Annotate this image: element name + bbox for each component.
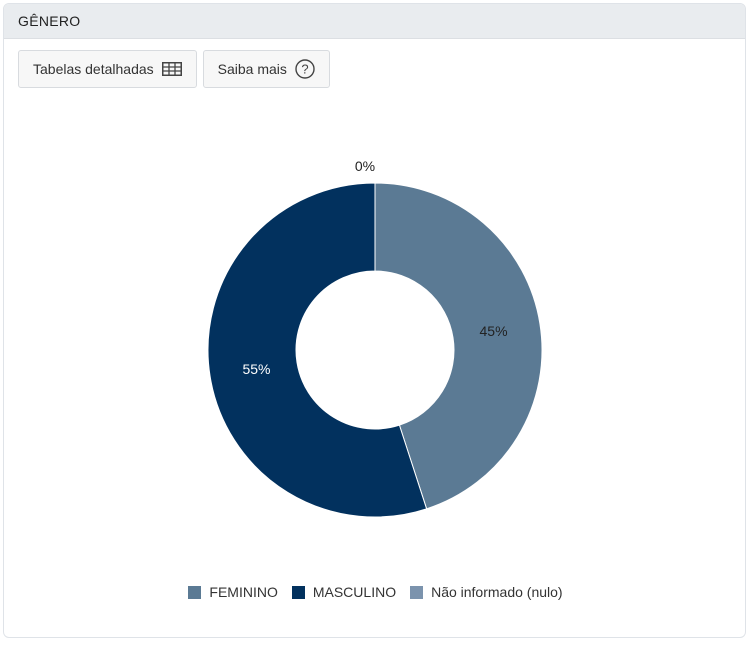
learn-more-label: Saiba mais [217, 61, 287, 77]
legend-swatch [410, 585, 424, 599]
learn-more-button[interactable]: Saiba mais ? [202, 50, 330, 88]
svg-text:?: ? [301, 62, 308, 77]
legend-label: MASCULINO [312, 584, 397, 600]
data-label-n-o-informado-nulo: 0% [355, 158, 375, 174]
card-title: GÊNERO [18, 13, 81, 29]
card-header: GÊNERO [4, 4, 745, 39]
legend-item-feminino[interactable]: FEMININO [188, 584, 278, 600]
toolbar: Tabelas detalhadas Saiba mais ? [18, 50, 330, 88]
gender-donut-chart: 45% 55% 0% [207, 158, 543, 518]
data-label-masculino: 55% [242, 361, 270, 377]
slice-masculino[interactable] [207, 182, 428, 518]
help-circle-icon: ? [295, 59, 315, 79]
detailed-tables-label: Tabelas detalhadas [33, 61, 154, 77]
chart-legend: FEMININO MASCULINO Não informado (nulo) [4, 584, 745, 600]
gender-card: GÊNERO Tabelas detalhadas Saiba mais ? [3, 3, 746, 638]
detailed-tables-button[interactable]: Tabelas detalhadas [18, 50, 197, 88]
legend-item-masculino[interactable]: MASCULINO [291, 584, 397, 600]
slice-feminino[interactable] [374, 182, 543, 510]
data-label-feminino: 45% [480, 323, 508, 339]
legend-label: FEMININO [209, 584, 278, 600]
legend-swatch [188, 585, 202, 599]
legend-item-n-o-informado-nulo[interactable]: Não informado (nulo) [410, 584, 563, 600]
table-icon [161, 62, 182, 76]
legend-label: Não informado (nulo) [431, 584, 563, 600]
legend-swatch [291, 585, 305, 599]
